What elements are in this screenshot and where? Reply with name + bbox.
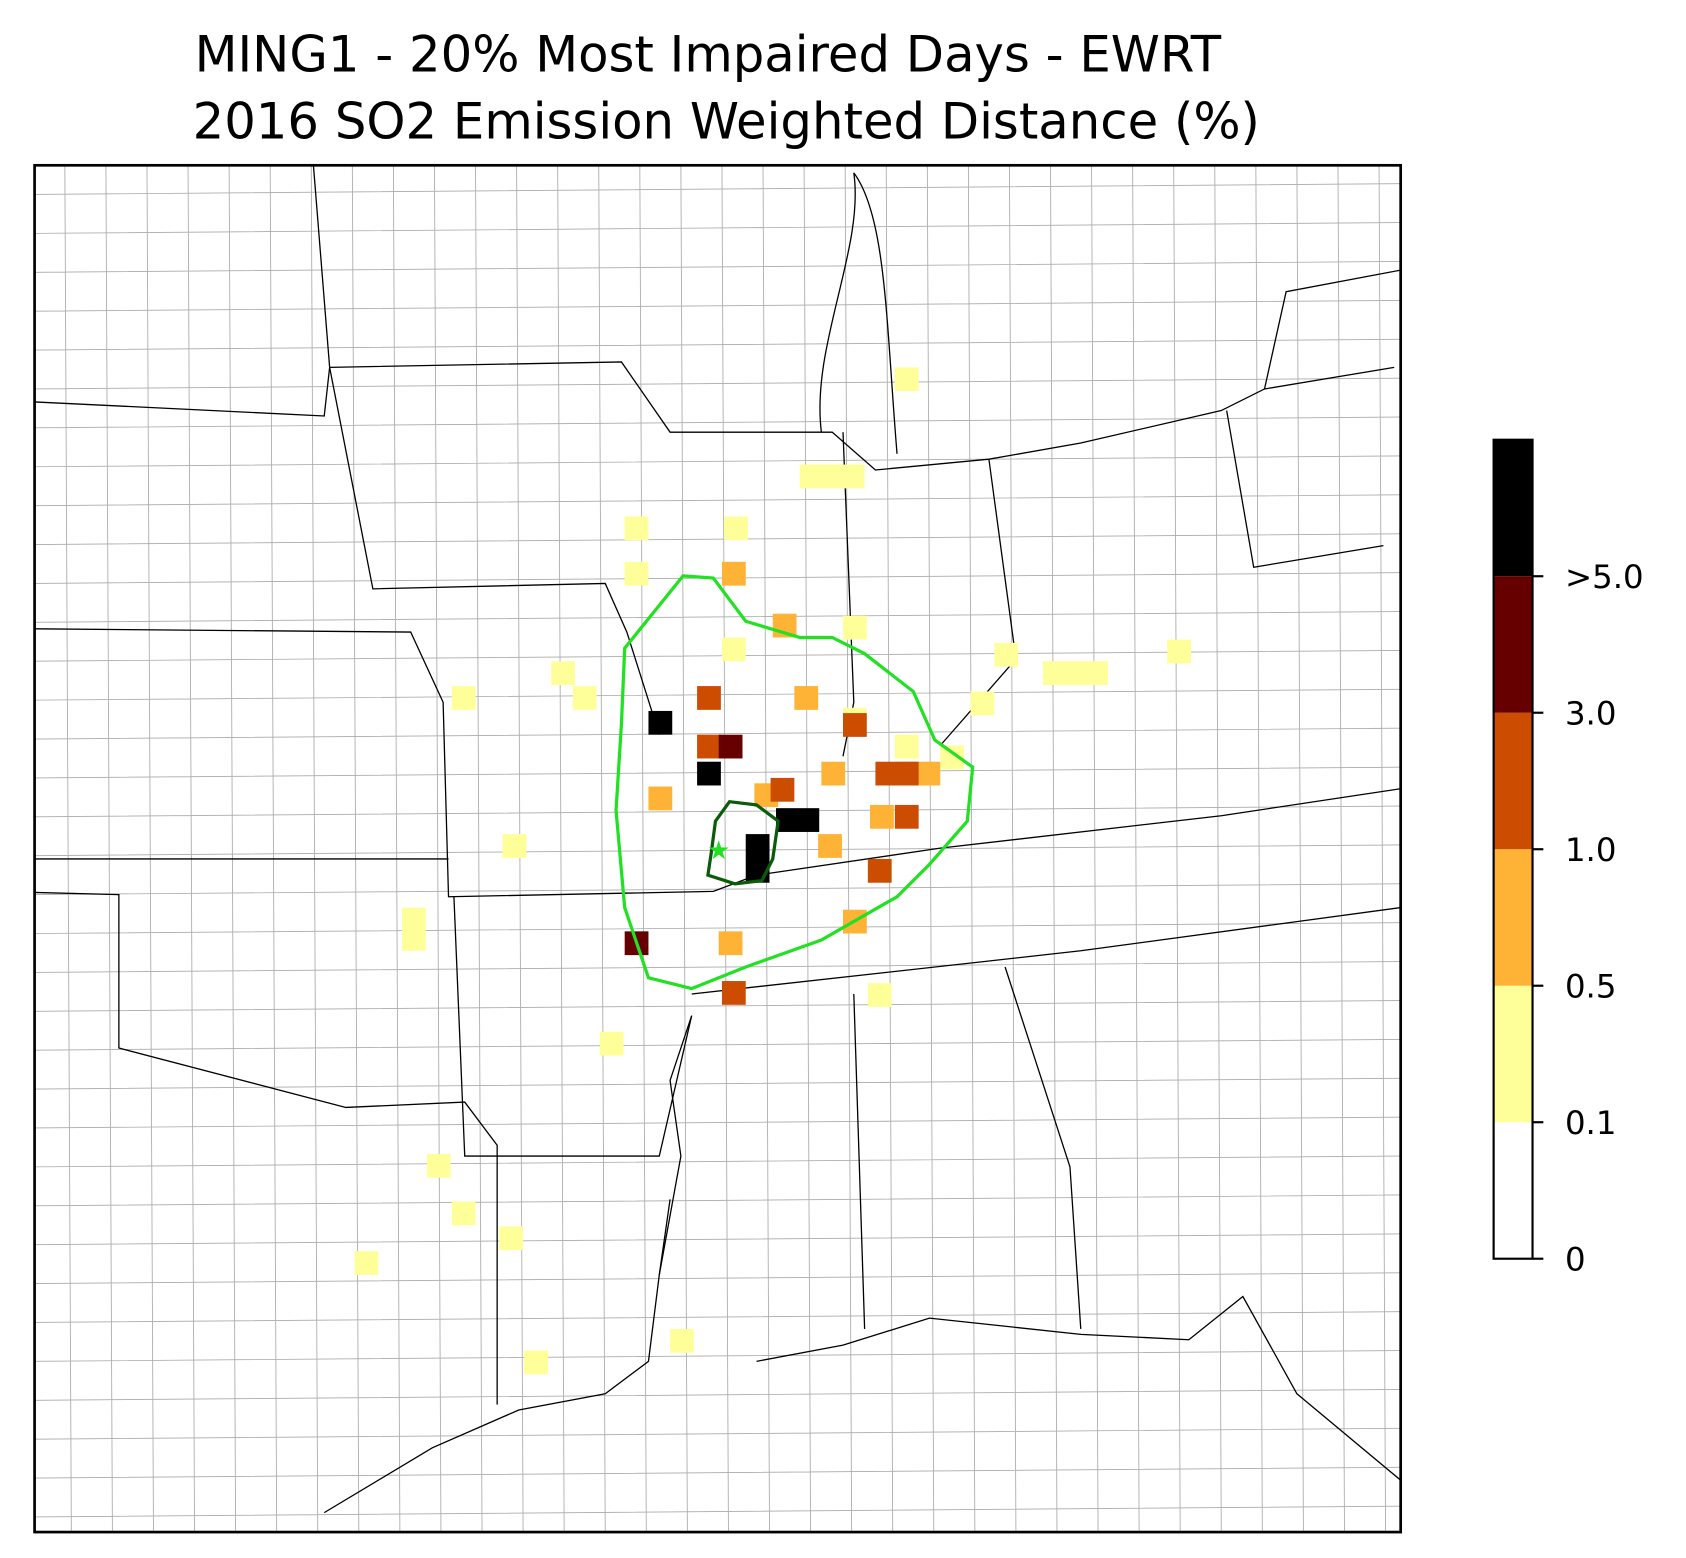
emission-cell (1167, 639, 1192, 664)
emission-cell (697, 686, 721, 710)
emission-cell (867, 858, 892, 883)
emission-cell (799, 464, 865, 489)
colorbar-tick-label: >5.0 (1565, 558, 1644, 596)
colorbar-bin (1493, 712, 1533, 850)
emission-cell (624, 561, 649, 586)
colorbar-tick-label: 0.1 (1565, 1104, 1617, 1142)
emission-cell (648, 710, 673, 735)
state-lines (34, 165, 1402, 1514)
basemap: ★ (33, 163, 1403, 1534)
emission-cell (867, 983, 892, 1007)
colorbar-bin (1493, 985, 1533, 1123)
emission-cell (994, 642, 1019, 667)
emission-cell (451, 1201, 476, 1226)
emission-cell (624, 516, 649, 541)
emission-cells (354, 367, 1192, 1375)
emission-cell (818, 834, 842, 858)
emission-cell (770, 777, 795, 802)
colorbar-bin (1493, 1122, 1533, 1259)
title: MING1 - 20% Most Impaired Days - EWRT (195, 25, 1222, 83)
emission-cell (843, 713, 867, 737)
colorbar-bin (1493, 439, 1533, 577)
emission-cell (499, 1226, 524, 1251)
emission-cell (724, 516, 748, 541)
subtitle: 2016 SO2 Emission Weighted Distance (%) (193, 92, 1260, 150)
colorbar-tick-label: 1.0 (1565, 831, 1617, 869)
emission-cell (697, 734, 721, 759)
emission-cell (894, 367, 919, 392)
colorbar-tick-label: 3.0 (1565, 695, 1617, 733)
colorbar-bin (1493, 576, 1533, 713)
emission-cell (843, 615, 867, 640)
site-marker: ★ (707, 836, 730, 866)
emission-cell (721, 981, 746, 1005)
contour-inner (706, 799, 780, 886)
map-background (34, 165, 1401, 1533)
county-grid (34, 165, 1401, 1533)
emission-cell (821, 761, 846, 786)
emission-cell (794, 686, 819, 710)
emission-cell (970, 691, 995, 716)
emission-cell (718, 931, 743, 956)
emission-cell (697, 761, 721, 786)
emission-cell (426, 1153, 451, 1178)
emission-cell (940, 745, 965, 770)
map-frame (33, 163, 1403, 1534)
emission-cell (599, 1031, 624, 1056)
emission-cell (551, 661, 575, 686)
emission-cell (718, 734, 743, 759)
emission-cell (451, 686, 476, 710)
colorbar-tick-label: 0 (1565, 1241, 1586, 1279)
contour-outer (614, 574, 975, 991)
emission-cell (572, 686, 597, 710)
emission-cell (1042, 661, 1108, 686)
emission-cell (870, 804, 894, 829)
emission-cell (402, 907, 426, 951)
emission-cell (502, 834, 527, 858)
colorbar-bin (1493, 849, 1533, 986)
emission-cell (648, 786, 673, 811)
emission-cell (894, 734, 919, 759)
emission-cell (354, 1251, 379, 1275)
colorbar-tick-label: 0.5 (1565, 968, 1617, 1006)
emission-cell (875, 761, 919, 786)
emission-cell (745, 834, 770, 883)
emission-cell (721, 561, 746, 586)
emission-cell (524, 1350, 548, 1375)
emission-cell (894, 804, 919, 829)
colorbar: 0 0.1 0.5 1.0 3.0 >5.0 (1492, 438, 1644, 1279)
emission-cell (721, 637, 746, 662)
emission-cell (775, 808, 820, 832)
county-lines (34, 165, 1401, 1533)
emission-cell (670, 1328, 694, 1353)
